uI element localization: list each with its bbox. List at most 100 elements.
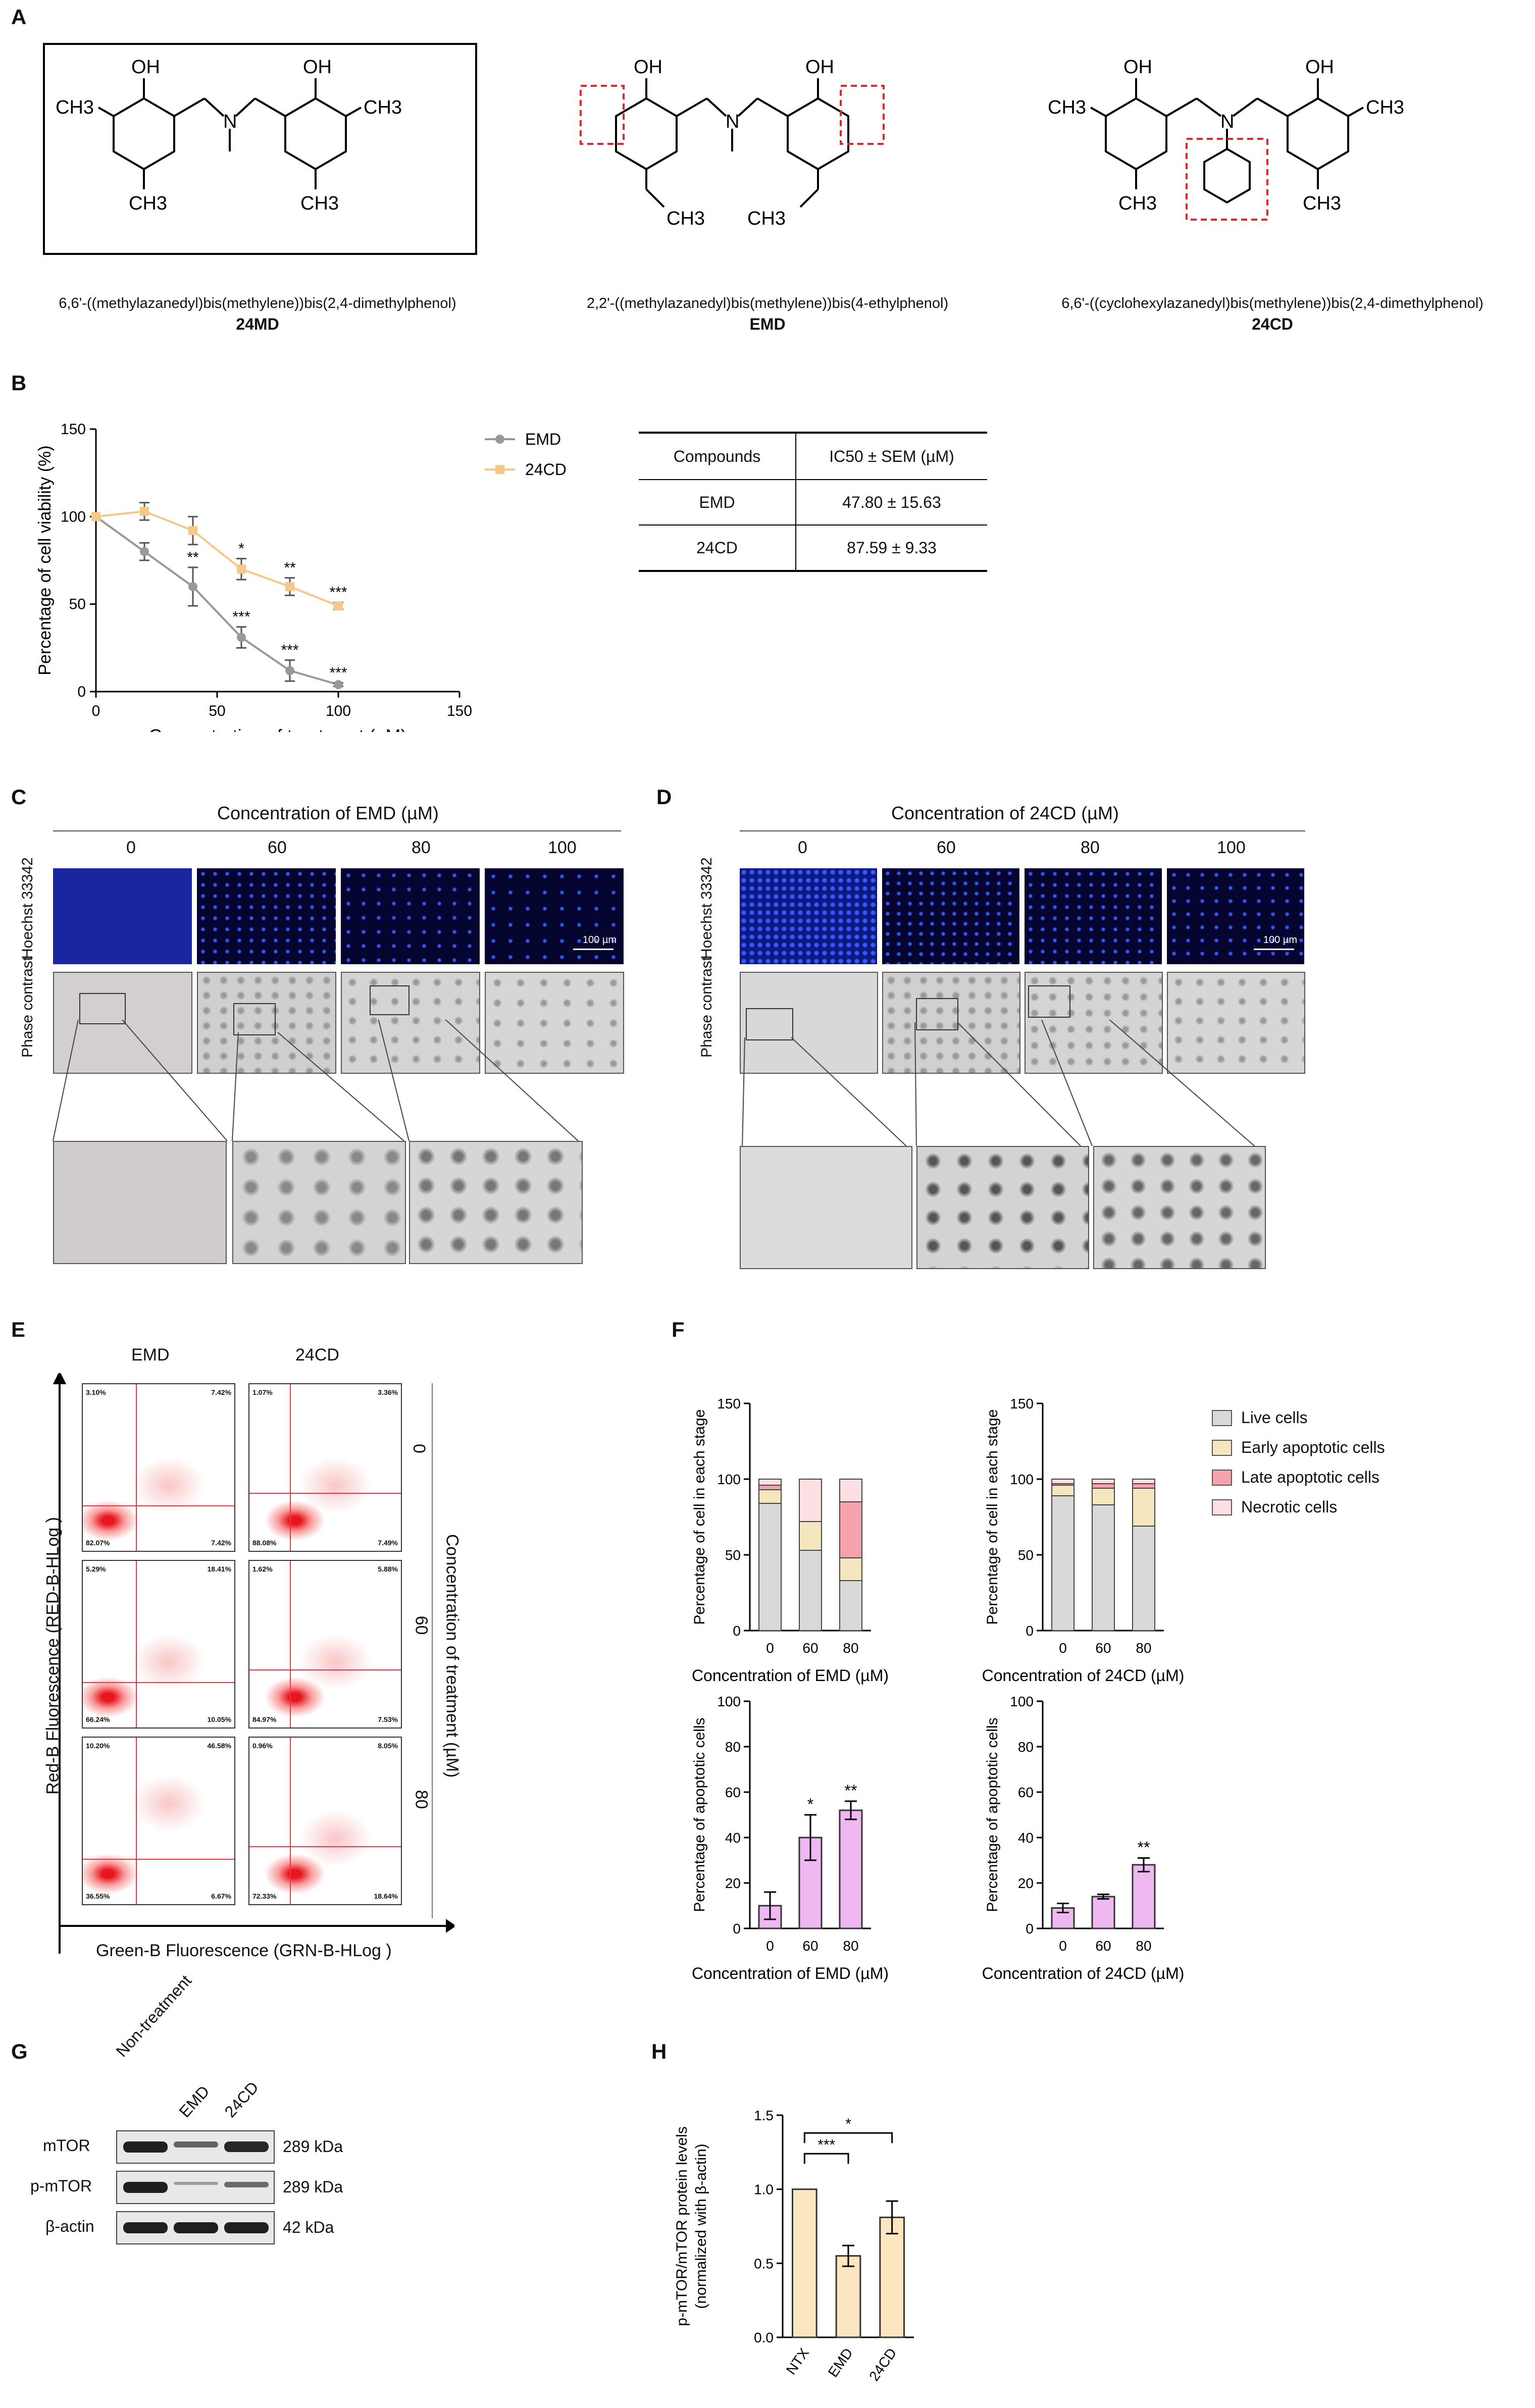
series-line-24CD bbox=[95, 510, 339, 607]
ic50-table: Compounds IC50 ± SEM (µM) EMD 47.80 ± 15… bbox=[639, 432, 987, 572]
atom-ch3: CH3 bbox=[1048, 97, 1086, 118]
hoechst-image bbox=[197, 868, 336, 964]
bar bbox=[879, 2216, 905, 2338]
flow-row-label: 0 bbox=[409, 1444, 429, 1453]
bar-segment bbox=[1092, 1479, 1115, 1484]
legend-label: 24CD bbox=[525, 460, 567, 479]
data-point bbox=[237, 564, 246, 574]
panel-c-title-rule bbox=[53, 830, 621, 831]
ic50-cell: 87.59 ± 9.33 bbox=[847, 538, 937, 557]
atom-oh: OH bbox=[303, 57, 332, 78]
bar bbox=[839, 1809, 863, 1929]
ic50-cell: EMD bbox=[639, 480, 796, 525]
significance-label: ** bbox=[284, 560, 296, 577]
x-axis-label: Concentration of EMD (µM) bbox=[692, 1964, 889, 1982]
conc-label: 80 bbox=[412, 838, 431, 857]
x-tick-label: 60 bbox=[1095, 1640, 1111, 1656]
panel-label-d: D bbox=[656, 785, 672, 809]
data-point bbox=[188, 582, 197, 591]
blot-band bbox=[224, 2222, 269, 2233]
stacked-bar-chart-24cd: 0 50 100 150 Percentage of cell in each stag… bbox=[982, 1398, 1185, 1685]
mtor-ratio-bar-chart: 0.0 0.5 1.0 1.5 p-mTOR/mTOR protein levels (n… bbox=[674, 2108, 914, 2384]
blot-kda-label: 289 kDa bbox=[283, 2137, 343, 2156]
chem-structure-24cd: OH OH N CH3 CH3 CH3 CH3 bbox=[1048, 57, 1404, 221]
significance-label: *** bbox=[232, 609, 250, 625]
blot-row-label: p-mTOR bbox=[30, 2177, 92, 2195]
flow-cytometry-plot: 3.10% 7.42% 82.07% 7.42% bbox=[82, 1383, 235, 1552]
bar-segment bbox=[1051, 1485, 1074, 1496]
quadrant-percent: 8.05% bbox=[378, 1742, 398, 1750]
legend-label: Late apoptotic cells bbox=[1241, 1468, 1379, 1486]
phase-image bbox=[53, 972, 192, 1074]
hoechst-image bbox=[740, 868, 877, 964]
y-tick-label: 0 bbox=[733, 1921, 741, 1936]
y-tick-label: 150 bbox=[717, 1398, 741, 1411]
x-axis-label: Concentration of 24CD (µM) bbox=[982, 1964, 1185, 1982]
blot-band bbox=[224, 2141, 269, 2152]
data-point bbox=[334, 680, 343, 690]
lane-label: Non-treatment bbox=[112, 1971, 195, 2061]
significance-label: *** bbox=[281, 642, 298, 659]
hoechst-image: 100 µm bbox=[485, 868, 624, 964]
atom-n: N bbox=[726, 111, 739, 132]
legend-item: Early apoptotic cells bbox=[1212, 1438, 1385, 1457]
atom-ch3: CH3 bbox=[1303, 193, 1341, 214]
ic50-cell: 24CD bbox=[639, 526, 796, 570]
quadrant-percent: 0.96% bbox=[252, 1742, 273, 1750]
bar-segment bbox=[1132, 1488, 1155, 1527]
blot-row-label: mTOR bbox=[43, 2136, 90, 2155]
y-tick-label: 50 bbox=[1018, 1547, 1034, 1563]
atom-ch3: CH3 bbox=[129, 193, 167, 214]
y-tick-label: 100 bbox=[717, 1694, 741, 1709]
panel-label-f: F bbox=[672, 1318, 685, 1341]
panel-c-title: Concentration of EMD (µM) bbox=[217, 803, 439, 823]
y-tick-label: 0 bbox=[733, 1623, 741, 1639]
bar-segment bbox=[758, 1503, 782, 1631]
quadrant-percent: 72.33% bbox=[252, 1892, 277, 1900]
conc-label: 80 bbox=[1081, 838, 1100, 857]
data-point bbox=[91, 512, 100, 521]
legend-item: Necrotic cells bbox=[1212, 1498, 1385, 1516]
quadrant-percent: 5.29% bbox=[86, 1565, 106, 1573]
y-tick-label: 0 bbox=[77, 684, 86, 700]
western-blot-strip bbox=[116, 2130, 275, 2164]
panel-d-title: Concentration of 24CD (µM) bbox=[891, 803, 1119, 823]
flow-cytometry-plot: 1.62% 5.88% 84.97% 7.53% bbox=[248, 1560, 402, 1729]
y-tick-label: 60 bbox=[1018, 1785, 1034, 1800]
x-tick-label: 0 bbox=[1059, 1938, 1067, 1954]
bar-segment bbox=[1051, 1495, 1074, 1631]
conc-label: 60 bbox=[268, 838, 287, 857]
y-tick-label: 40 bbox=[725, 1830, 741, 1846]
quadrant-percent: 7.42% bbox=[211, 1539, 231, 1547]
atom-ch3: CH3 bbox=[56, 97, 94, 118]
phase-image bbox=[740, 972, 878, 1074]
significance-label: ** bbox=[1138, 1839, 1150, 1857]
stage-legend: Live cells Early apoptotic cells Late apop… bbox=[1212, 1408, 1385, 1528]
x-tick-label: 80 bbox=[843, 1938, 858, 1954]
conc-label: 100 bbox=[548, 838, 577, 857]
y-tick-label: 150 bbox=[61, 421, 86, 438]
x-tick-label: 0 bbox=[1059, 1640, 1067, 1656]
x-tick-label: NTX bbox=[783, 2345, 812, 2377]
bar-segment bbox=[839, 1580, 862, 1631]
flow-x-axis-label: Green-B Fluorescence (GRN-B-HLog ) bbox=[96, 1941, 392, 1960]
zoom-image bbox=[740, 1146, 912, 1269]
atom-oh: OH bbox=[805, 57, 834, 78]
flow-right-rule bbox=[432, 1383, 433, 1918]
y-axis-label: Percentage of cell in each stage bbox=[691, 1409, 708, 1625]
hoechst-image bbox=[341, 868, 480, 964]
hoechst-image bbox=[1025, 868, 1162, 964]
western-blot-strip bbox=[116, 2211, 275, 2244]
zoom-image bbox=[409, 1141, 583, 1264]
y-tick-label: 80 bbox=[1018, 1739, 1034, 1755]
phase-image bbox=[485, 972, 624, 1074]
western-blot-strip bbox=[116, 2171, 275, 2204]
significance-bracket bbox=[803, 2132, 893, 2143]
y-tick-label: 20 bbox=[1018, 1875, 1034, 1891]
x-tick-label: 60 bbox=[802, 1938, 818, 1954]
flow-cytometry-plot: 0.96% 8.05% 72.33% 18.64% bbox=[248, 1737, 402, 1905]
quadrant-percent: 6.67% bbox=[211, 1892, 231, 1900]
panel-label-h: H bbox=[651, 2039, 667, 2063]
bar-segment bbox=[839, 1501, 862, 1558]
scale-bar bbox=[1254, 949, 1294, 950]
